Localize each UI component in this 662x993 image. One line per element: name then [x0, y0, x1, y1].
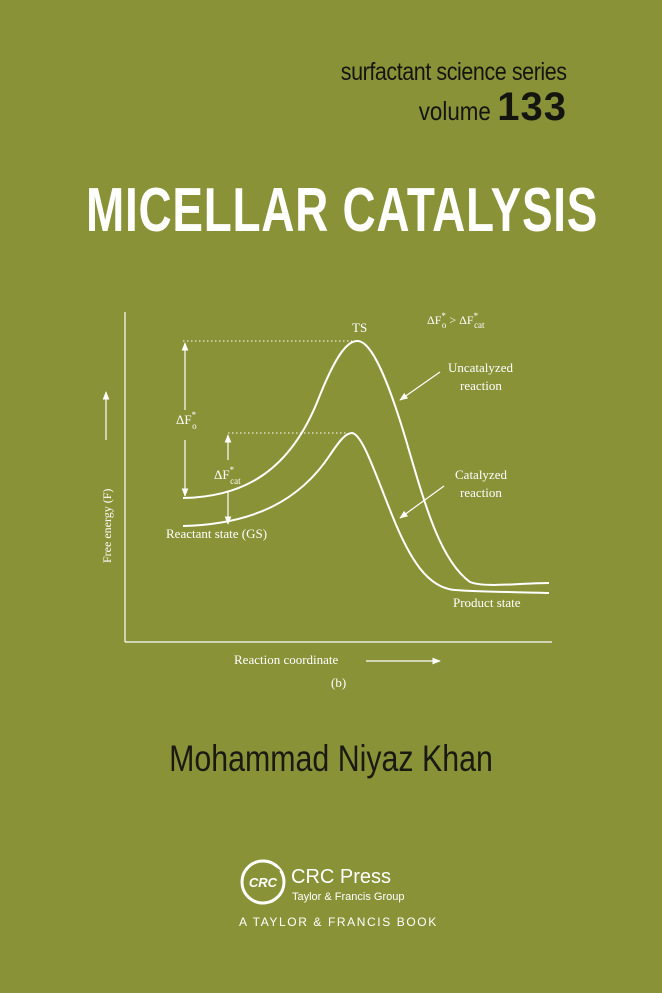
reactant-label: Reactant state (GS)	[166, 526, 267, 541]
catalyzed-label-line1: Catalyzed	[455, 467, 507, 482]
delta-cat-label: ΔF* cat	[214, 465, 241, 486]
volume-number: 133	[497, 85, 567, 129]
publisher-group: Taylor & Francis Group	[292, 891, 405, 903]
catalyzed-curve	[182, 431, 550, 594]
delta-o-label: ΔF* o	[176, 410, 197, 431]
x-axis-label: Reaction coordinate	[234, 652, 339, 667]
volume-line: volume 133	[304, 85, 567, 130]
crc-logo-icon: CRC	[240, 859, 286, 905]
catalyzed-pointer	[399, 485, 445, 519]
ts-label: TS	[352, 320, 367, 335]
panel-label: (b)	[331, 675, 346, 690]
delta-relation-label: ΔF* o > ΔF* cat	[427, 311, 485, 330]
book-title: MICELLAR CATALYSIS	[86, 176, 599, 245]
product-label: Product state	[453, 595, 521, 610]
volume-label: volume	[419, 96, 492, 126]
uncatalyzed-label-line2: reaction	[460, 378, 502, 393]
energy-diagram: TS ΔF* o > ΔF* cat Uncatalyzed reaction Ca…	[100, 311, 552, 690]
publisher-name: CRC Press	[291, 866, 392, 888]
author-name: Mohammad Niyaz Khan	[169, 738, 493, 779]
uncatalyzed-pointer	[399, 371, 441, 401]
y-axis-label: Free energy (F)	[100, 489, 114, 563]
catalyzed-label-line2: reaction	[460, 485, 502, 500]
publisher-imprint: A TAYLOR & FRANCIS BOOK	[239, 915, 438, 929]
svg-text:CRC: CRC	[249, 875, 278, 890]
uncatalyzed-curve	[182, 340, 550, 586]
series-block: surfactant science series volume 133	[304, 58, 567, 130]
series-name: surfactant science series	[341, 58, 567, 86]
uncatalyzed-label-line1: Uncatalyzed	[448, 360, 513, 375]
